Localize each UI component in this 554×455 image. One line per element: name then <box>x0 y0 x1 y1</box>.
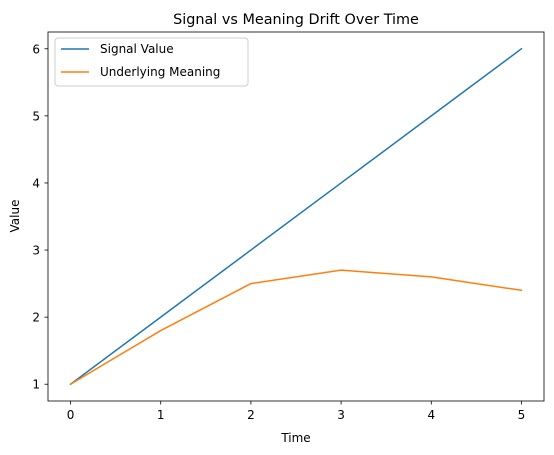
y-tick-label: 2 <box>32 311 40 325</box>
x-tick-label: 2 <box>247 408 255 422</box>
y-tick-label: 5 <box>32 109 40 123</box>
legend-label-signal-value: Signal Value <box>100 42 174 56</box>
x-tick-label: 1 <box>157 408 165 422</box>
y-axis-label: Value <box>8 200 22 233</box>
x-tick-label: 5 <box>518 408 526 422</box>
chart-title: Signal vs Meaning Drift Over Time <box>173 12 419 28</box>
y-tick-label: 4 <box>32 176 40 190</box>
y-tick-label: 1 <box>32 378 40 392</box>
series-line-signal-value <box>69 47 523 386</box>
legend-label-underlying-meaning: Underlying Meaning <box>100 65 220 79</box>
x-tick-label: 3 <box>337 408 345 422</box>
series-line-underlying-meaning <box>69 269 523 386</box>
y-axis: 1 2 3 4 5 6 <box>32 42 48 392</box>
legend: Signal Value Underlying Meaning <box>54 37 249 87</box>
x-tick-label: 4 <box>427 408 435 422</box>
x-axis-label: Time <box>280 431 310 445</box>
series-layer <box>69 47 523 386</box>
y-tick-label: 3 <box>32 244 40 258</box>
x-tick-label: 0 <box>67 408 75 422</box>
x-axis: 0 1 2 3 4 5 <box>67 401 526 422</box>
legend-box <box>54 37 249 87</box>
y-tick-label: 6 <box>32 42 40 56</box>
